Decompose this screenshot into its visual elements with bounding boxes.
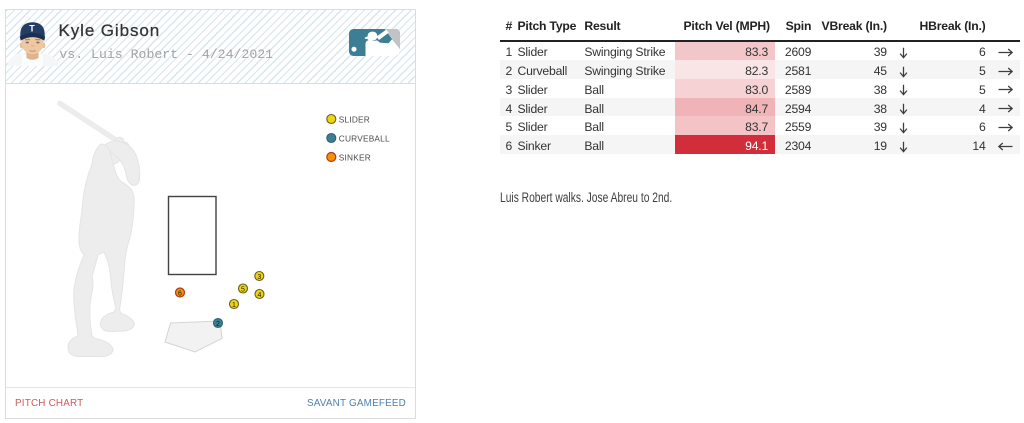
svg-text:4: 4: [258, 291, 262, 298]
svg-text:T: T: [29, 24, 35, 34]
svg-text:6: 6: [178, 290, 182, 297]
svg-text:2: 2: [216, 320, 220, 327]
svg-text:3: 3: [257, 273, 261, 280]
svg-text:SINKER: SINKER: [339, 152, 371, 162]
svg-text:5: 5: [241, 286, 245, 293]
svg-text:SLIDER: SLIDER: [339, 114, 370, 124]
svg-text:CURVEBALL: CURVEBALL: [339, 133, 390, 143]
svg-text:1: 1: [232, 301, 236, 308]
